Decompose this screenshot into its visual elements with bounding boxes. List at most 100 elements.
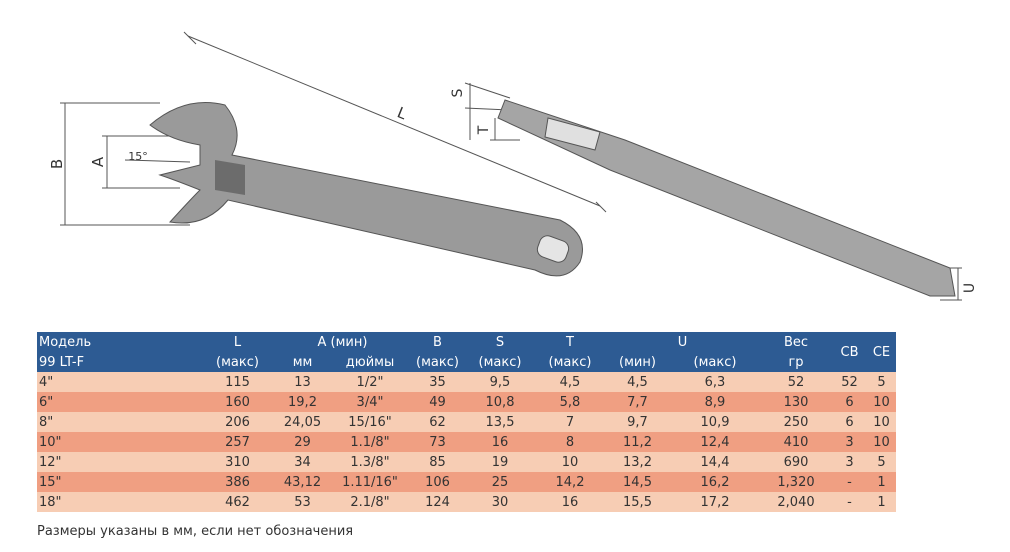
table-cell: 16 — [535, 492, 605, 512]
table-cell: 15,5 — [605, 492, 670, 512]
table-cell: 18" — [37, 492, 200, 512]
table-cell: 1,320 — [760, 472, 833, 492]
table-cell: 29 — [275, 432, 330, 452]
table-cell: 52 — [832, 372, 868, 392]
table-cell: 1 — [867, 472, 897, 492]
label-a: A — [89, 156, 107, 167]
table-cell: 10,9 — [670, 412, 761, 432]
table-cell: 9,7 — [605, 412, 670, 432]
table-cell: - — [832, 472, 868, 492]
table-cell: 15" — [37, 472, 200, 492]
table-cell: 4,5 — [605, 372, 670, 392]
table-cell: 5 — [867, 372, 897, 392]
table-cell: 8" — [37, 412, 200, 432]
table-cell: 1.1/8" — [330, 432, 410, 452]
table-cell: 462 — [200, 492, 275, 512]
table-cell: 130 — [760, 392, 833, 412]
table-cell: 11,2 — [605, 432, 670, 452]
header-cell: (мин) — [605, 352, 670, 372]
header-cell: (макс) — [410, 352, 465, 372]
table-cell: 35 — [410, 372, 465, 392]
table-cell: 16 — [465, 432, 535, 452]
label-u: U — [962, 283, 978, 293]
table-cell: 3 — [832, 452, 868, 472]
table-row: 12" 310 34 1.3/8" 85 19 10 13,2 14,4 690 3 5 — [37, 452, 897, 472]
table-cell: 15/16" — [330, 412, 410, 432]
table-cell: 19,2 — [275, 392, 330, 412]
header-cell: A (мин) — [275, 332, 410, 352]
table-row: Модель L A (мин) B S T U Вес CB CE — [37, 332, 897, 372]
table-cell: 115 — [200, 372, 275, 392]
table-cell: 34 — [275, 452, 330, 472]
label-s: S — [450, 88, 466, 97]
table-cell: 12,4 — [670, 432, 761, 452]
table-cell: 85 — [410, 452, 465, 472]
table-cell: 386 — [200, 472, 275, 492]
table-cell: 13,2 — [605, 452, 670, 472]
table-cell: 25 — [465, 472, 535, 492]
table-cell: - — [832, 492, 868, 512]
header-cell: CE — [867, 332, 897, 372]
header-cell: Модель — [37, 332, 200, 352]
table-cell: 7 — [535, 412, 605, 432]
table-cell: 10,8 — [465, 392, 535, 412]
header-cell: дюймы — [330, 352, 410, 372]
table-cell: 6 — [832, 412, 868, 432]
table-row: 8" 206 24,05 15/16" 62 13,5 7 9,7 10,9 250 6 10 — [37, 412, 897, 432]
table-cell: 73 — [410, 432, 465, 452]
table-cell: 1.3/8" — [330, 452, 410, 472]
header-cell: (макс) — [465, 352, 535, 372]
table-cell: 14,5 — [605, 472, 670, 492]
header-cell: CB — [832, 332, 868, 372]
table-cell: 257 — [200, 432, 275, 452]
label-b: B — [48, 159, 66, 169]
table-cell: 6" — [37, 392, 200, 412]
header-cell: 99 LT-F — [37, 352, 200, 372]
table-cell: 9,5 — [465, 372, 535, 392]
table-cell: 4,5 — [535, 372, 605, 392]
table-cell: 124 — [410, 492, 465, 512]
table-cell: 690 — [760, 452, 833, 472]
table-cell: 2,040 — [760, 492, 833, 512]
table-cell: 30 — [465, 492, 535, 512]
table-cell: 1.11/16" — [330, 472, 410, 492]
wrench-drawing: B A 15° L S T U — [48, 31, 978, 301]
header-cell: (макс) — [670, 352, 761, 372]
header-cell: U — [605, 332, 761, 352]
table-row: 99 LT-F (макс) мм дюймы (макс) (макс) (макс) (м… — [37, 352, 896, 372]
table-cell: 5,8 — [535, 392, 605, 412]
header-cell: L — [200, 332, 275, 352]
table-cell: 5 — [867, 452, 897, 472]
table-cell: 310 — [200, 452, 275, 472]
table-cell: 10 — [867, 392, 897, 412]
table-cell: 4" — [37, 372, 200, 392]
table-cell: 52 — [760, 372, 833, 392]
table-cell: 12" — [37, 452, 200, 472]
table-cell: 24,05 — [275, 412, 330, 432]
label-t: T — [476, 125, 492, 135]
table-cell: 3/4" — [330, 392, 410, 412]
table-row: 15" 386 43,12 1.11/16" 106 25 14,2 14,5 16,2 1,32… — [37, 472, 897, 492]
header-cell: T — [535, 332, 605, 352]
header-cell: (макс) — [200, 352, 275, 372]
table-cell: 10 — [867, 412, 897, 432]
table-cell: 6 — [832, 392, 868, 412]
table-cell: 8 — [535, 432, 605, 452]
table-cell: 6,3 — [670, 372, 761, 392]
table-cell: 106 — [410, 472, 465, 492]
table-row: 4" 115 13 1/2" 35 9,5 4,5 4,5 6,3 52 52 5 — [37, 372, 897, 392]
table-row: 18" 462 53 2.1/8" 124 30 16 15,5 17,2 2,040-1 — [37, 492, 897, 512]
table-cell: 14,4 — [670, 452, 761, 472]
table-cell: 1 — [867, 492, 897, 512]
table-cell: 62 — [410, 412, 465, 432]
table-cell: 10 — [535, 452, 605, 472]
table-cell: 10" — [37, 432, 200, 452]
table-cell: 19 — [465, 452, 535, 472]
header-cell: гр — [760, 352, 833, 372]
table-cell: 2.1/8" — [330, 492, 410, 512]
table-cell: 49 — [410, 392, 465, 412]
table-cell: 7,7 — [605, 392, 670, 412]
table-cell: 14,2 — [535, 472, 605, 492]
table-cell: 410 — [760, 432, 833, 452]
header-cell: (макс) — [535, 352, 605, 372]
